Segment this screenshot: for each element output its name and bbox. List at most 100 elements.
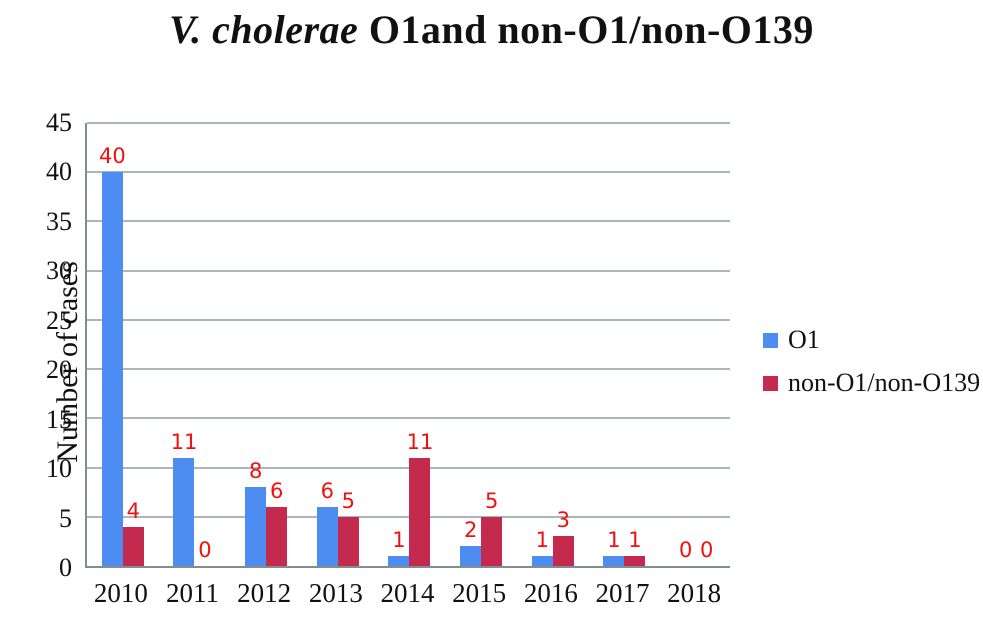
- legend-label: non-O1/non-O139: [788, 368, 981, 397]
- bar-value-label: 5: [484, 488, 499, 513]
- bar-o1: [531, 556, 553, 566]
- y-tick-label: 25: [46, 305, 72, 335]
- x-tick-label: 2012: [237, 578, 292, 608]
- gridline: [87, 269, 730, 272]
- gridline: [87, 466, 730, 469]
- legend-swatch-non-o1-non-o139: [763, 375, 778, 391]
- bar-column: 1: [624, 123, 646, 566]
- bar-value-label: 11: [406, 429, 434, 454]
- x-axis-labels: 2010 2011 2012 2013 2014 2015 2016 2017 2018: [85, 578, 730, 614]
- bar-non-o1-non-o139: [624, 556, 646, 566]
- bar-column: 40: [98, 123, 126, 566]
- bar-o1: [316, 506, 338, 566]
- plot-area: 40 4 11 0 8 6 6 5 1 11 2 5 1 3 1 1 0 0: [85, 122, 732, 568]
- bar-value-label: 1: [628, 528, 642, 553]
- gridline: [87, 122, 730, 124]
- bar-value-label: 11: [170, 429, 198, 454]
- bar-non-o1-non-o139: [337, 516, 359, 566]
- y-tick-label: 15: [46, 404, 72, 434]
- x-tick-label: 2014: [380, 578, 435, 608]
- bar-non-o1-non-o139: [122, 526, 144, 566]
- y-tick-label: 10: [46, 454, 72, 484]
- bar-o1: [388, 556, 410, 566]
- bar-o1: [245, 487, 267, 566]
- y-tick-label: 20: [46, 355, 72, 385]
- bar-column: 2: [460, 123, 482, 566]
- bar-value-label: 6: [269, 478, 284, 503]
- x-tick-label: 2016: [523, 578, 578, 608]
- bar-o1: [460, 546, 482, 566]
- y-tick-label: 30: [46, 256, 72, 286]
- bar-pair: 11 0: [171, 123, 215, 566]
- bar-non-o1-non-o139: [266, 506, 288, 566]
- bar-non-o1-non-o139: [481, 516, 503, 566]
- bar-group: 40 4: [87, 123, 159, 566]
- bar-value-label: 4: [126, 498, 141, 523]
- bar-non-o1-non-o139: [409, 457, 431, 566]
- bar-value-label: 40: [98, 144, 126, 169]
- bar-o1: [603, 556, 625, 566]
- legend-item: non-O1/non-O139: [763, 370, 980, 396]
- legend-label: O1: [788, 325, 820, 354]
- bar-pair: 40 4: [98, 123, 144, 566]
- x-tick-label: 2013: [308, 578, 363, 608]
- bar-group: 11 0: [159, 123, 231, 566]
- y-tick-label: 0: [59, 553, 72, 582]
- bar-column: 5: [481, 123, 503, 566]
- x-tick-label: 2017: [595, 578, 650, 608]
- bar-value-label: 5: [341, 488, 356, 513]
- bar-value-label: 2: [463, 518, 478, 543]
- bar-column: 3: [552, 123, 574, 566]
- bar-column: 1: [603, 123, 625, 566]
- bar-column: 8: [245, 123, 267, 566]
- bar-column: 11: [407, 123, 433, 566]
- gridline: [87, 368, 730, 371]
- legend: O1 non-O1/non-O139: [763, 327, 980, 413]
- bar-value-label: 0: [699, 538, 714, 562]
- bar-column: 0: [194, 123, 215, 566]
- x-tick-label: 2011: [165, 578, 219, 608]
- bar-pair: 1 11: [388, 123, 433, 566]
- gridline: [87, 171, 730, 174]
- bar-o1: [101, 172, 123, 566]
- bar-column: 4: [122, 123, 144, 566]
- bar-value-label: 1: [392, 528, 406, 553]
- bar-value-label: 3: [556, 508, 571, 533]
- bar-column: 6: [266, 123, 288, 566]
- bar-value-label: 0: [678, 538, 693, 562]
- bar-column: 11: [171, 123, 197, 566]
- x-tick-label: 2010: [93, 578, 148, 608]
- legend-item: O1: [763, 327, 980, 353]
- chart-title-italic: V. cholerae: [169, 7, 359, 52]
- gridline: [87, 318, 730, 321]
- bar-value-label: 8: [248, 459, 263, 484]
- bar-value-label: 1: [535, 528, 550, 553]
- bar-value-label: 6: [320, 478, 335, 503]
- bar-column: 1: [388, 123, 410, 566]
- bar-value-label: 1: [607, 528, 621, 553]
- bar-column: 6: [316, 123, 338, 566]
- bar-group: 1 11: [374, 123, 446, 566]
- y-tick-label: 5: [59, 503, 72, 533]
- y-tick-label: 45: [46, 108, 72, 137]
- bar-column: 0: [696, 123, 717, 566]
- chart-title-rest: O1and non-O1/non-O139: [358, 7, 814, 52]
- chart-title: V. cholerae O1and non-O1/non-O139: [0, 6, 983, 53]
- bar-column: 1: [531, 123, 553, 566]
- gridline: [87, 417, 730, 420]
- bar-column: 0: [675, 123, 696, 566]
- bar-value-label: 0: [198, 538, 212, 562]
